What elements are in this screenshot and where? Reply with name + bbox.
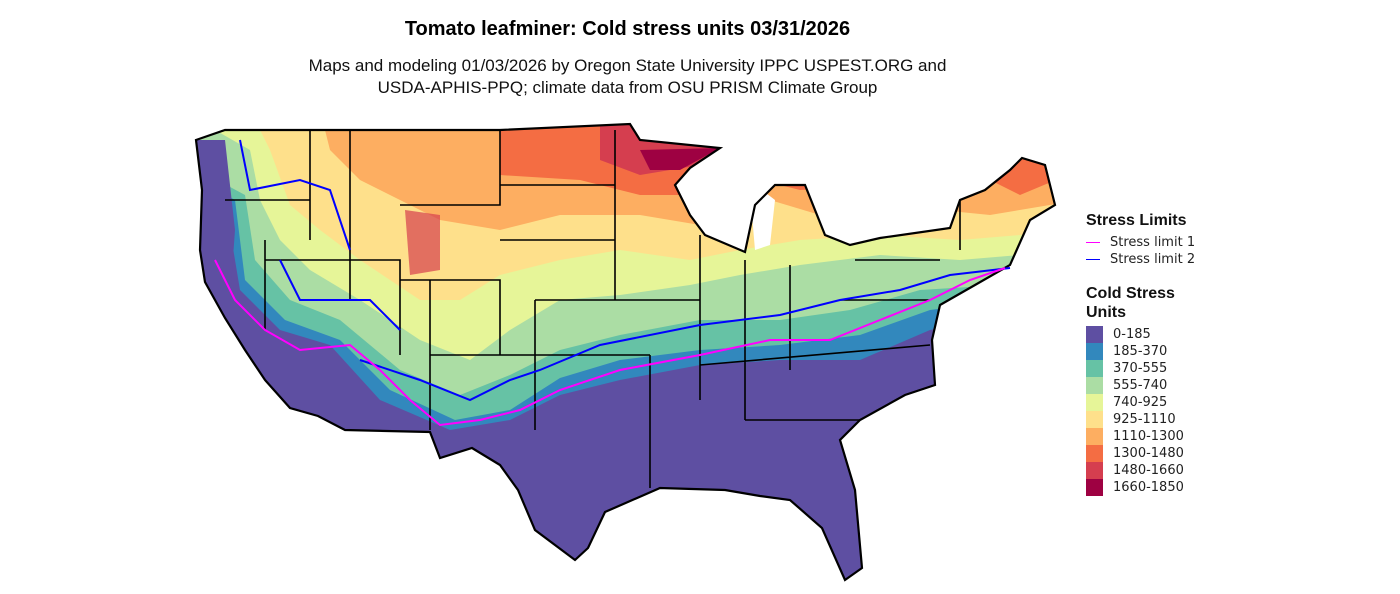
legend-item-class: 370-555 xyxy=(1086,360,1195,377)
color-swatch xyxy=(1086,479,1103,496)
legend-label: 1300-1480 xyxy=(1113,446,1184,461)
state-boundaries xyxy=(194,122,1057,582)
legend-label: 1660-1850 xyxy=(1113,480,1184,495)
legend-label: 185-370 xyxy=(1113,344,1168,359)
legend-item-class: 185-370 xyxy=(1086,343,1195,360)
legend-label: 370-555 xyxy=(1113,361,1168,376)
subtitle-line-1: Maps and modeling 01/03/2026 by Oregon S… xyxy=(308,56,947,75)
color-swatch xyxy=(1086,326,1103,343)
legend-item-class: 1300-1480 xyxy=(1086,445,1195,462)
legend-title-stress-limits: Stress Limits xyxy=(1086,212,1187,229)
color-swatch xyxy=(1086,428,1103,445)
line-swatch xyxy=(1086,258,1100,261)
legend-label: 0-185 xyxy=(1113,327,1151,342)
color-swatch xyxy=(1086,343,1103,360)
color-swatch xyxy=(1086,445,1103,462)
legend-title-line-2: Units xyxy=(1086,304,1126,321)
color-swatch xyxy=(1086,377,1103,394)
legend-label: 925-1110 xyxy=(1113,412,1176,427)
legend-label: Stress limit 2 xyxy=(1110,252,1196,267)
color-swatch xyxy=(1086,411,1103,428)
legend-item-class: 555-740 xyxy=(1086,377,1195,394)
legend-title-line-1: Cold Stress xyxy=(1086,285,1175,302)
stress-limit-2-line xyxy=(239,139,1011,402)
color-swatch xyxy=(1086,360,1103,377)
map-title: Tomato leafminer: Cold stress units 03/3… xyxy=(404,18,851,40)
map-subtitle: Maps and modeling 01/03/2026 by Oregon S… xyxy=(0,55,1255,99)
line-swatch xyxy=(1086,241,1100,244)
legend-label: 1110-1300 xyxy=(1113,429,1184,444)
legend-item-class: 925-1110 xyxy=(1086,411,1195,428)
legend-label: 740-925 xyxy=(1113,395,1168,410)
legend-label: 1480-1660 xyxy=(1113,463,1184,478)
legend-item-class: 1480-1660 xyxy=(1086,462,1195,479)
legend-label: Stress limit 1 xyxy=(1110,235,1196,250)
subtitle-line-2: USDA-APHIS-PPQ; climate data from OSU PR… xyxy=(377,78,878,97)
color-swatch xyxy=(1086,462,1103,479)
legend-title-cold-stress: Cold Stress Units xyxy=(1086,284,1195,322)
legend-item-class: 1110-1300 xyxy=(1086,428,1195,445)
legend: Stress Limits Stress limit 1 Stress limit… xyxy=(1086,212,1195,496)
legend-item-class: 0-185 xyxy=(1086,326,1195,343)
stress-limit-lines xyxy=(214,139,1011,427)
legend-item-stress-limit: Stress limit 2 xyxy=(1086,251,1195,268)
legend-item-class: 1660-1850 xyxy=(1086,479,1195,496)
stress-limit-1-line xyxy=(214,259,1006,427)
legend-item-stress-limit: Stress limit 1 xyxy=(1086,234,1195,251)
legend-label: 555-740 xyxy=(1113,378,1168,393)
color-swatch xyxy=(1086,394,1103,411)
cold-stress-raster xyxy=(196,124,1055,580)
legend-item-class: 740-925 xyxy=(1086,394,1195,411)
lake-michigan xyxy=(752,190,775,250)
